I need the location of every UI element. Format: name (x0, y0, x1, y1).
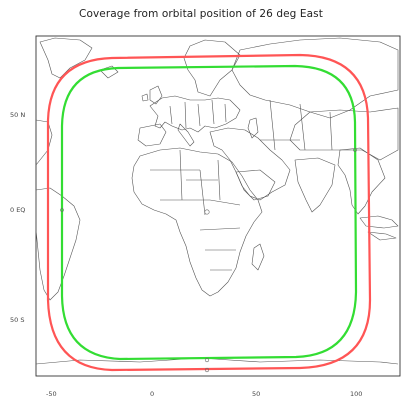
iceland (99, 65, 119, 79)
lon-label-m50: -50 (46, 390, 57, 398)
contour-markers (60, 148, 357, 373)
lon-label-100: 100 (350, 390, 362, 398)
southeast-asia (337, 147, 386, 215)
landmass-outlines (35, 37, 399, 365)
south-america (35, 187, 81, 301)
italy (177, 123, 195, 147)
lat-label-50s: 50 S (10, 316, 24, 324)
indonesia (359, 215, 399, 241)
caspian (247, 117, 259, 139)
british-isles (141, 85, 163, 105)
asia-borders (260, 99, 333, 151)
madagascar (251, 243, 265, 271)
africa (131, 147, 263, 297)
india (294, 157, 336, 213)
lon-label-50: 50 (252, 390, 260, 398)
europe-borders (169, 99, 227, 129)
lon-label-0: 0 (150, 390, 154, 398)
lat-label-50n: 50 N (10, 111, 25, 119)
coverage-contour-inner (60, 64, 358, 361)
middle-east (209, 127, 291, 201)
africa-borders (150, 149, 241, 271)
coverage-contour-outer (46, 53, 372, 372)
lat-label-eq: 0 EQ (10, 206, 25, 214)
map-title: Coverage from orbital position of 26 deg… (79, 8, 323, 20)
antarctica (35, 357, 399, 365)
map-frame (35, 35, 401, 377)
arabia (235, 169, 276, 201)
iberia (137, 123, 167, 147)
northern-asia (231, 37, 399, 119)
north-america-edge (35, 119, 53, 166)
greenland (39, 37, 93, 79)
